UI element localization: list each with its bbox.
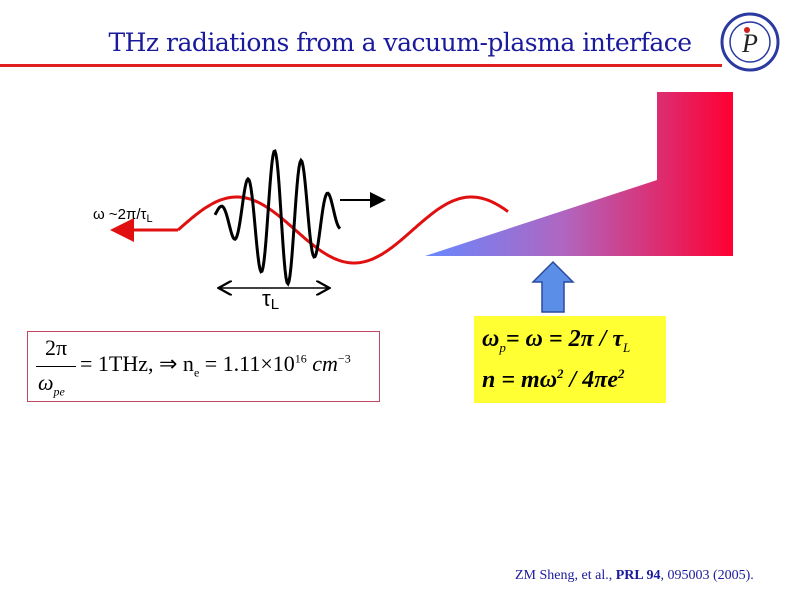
omega-label: ω ~2π/τL — [93, 206, 153, 225]
logo: P — [720, 12, 780, 72]
fraction-bar — [36, 366, 76, 367]
citation: ZM Sheng, et al., PRL 94, 095003 (2005). — [515, 568, 754, 583]
slide-title: THz radiations from a vacuum-plasma inte… — [108, 28, 692, 57]
fraction-denominator: ωpe — [38, 370, 65, 399]
laser-pulse — [213, 149, 342, 287]
plasma-frequency-equation: 2π ωpe = 1THz, ⇒ ne = 1.11×1016 cm−3 — [27, 331, 380, 402]
svg-text:P: P — [741, 29, 758, 58]
resonance-line-1: ωp= ω = 2π / τL — [482, 326, 631, 355]
fraction-numerator: 2π — [44, 335, 68, 360]
title-underline — [0, 64, 722, 67]
thz-wave — [176, 195, 509, 265]
equation-rhs: = 1THz, ⇒ ne = 1.11×1016 cm−3 — [80, 351, 351, 380]
up-arrow-icon — [531, 260, 575, 313]
tau-label: τL — [262, 286, 279, 313]
resonance-condition-box: ωp= ω = 2π / τL n = mω2 / 4πe2 — [474, 316, 666, 403]
plasma-density-profile — [425, 92, 733, 256]
resonance-line-2: n = mω2 / 4πe2 — [482, 366, 625, 393]
